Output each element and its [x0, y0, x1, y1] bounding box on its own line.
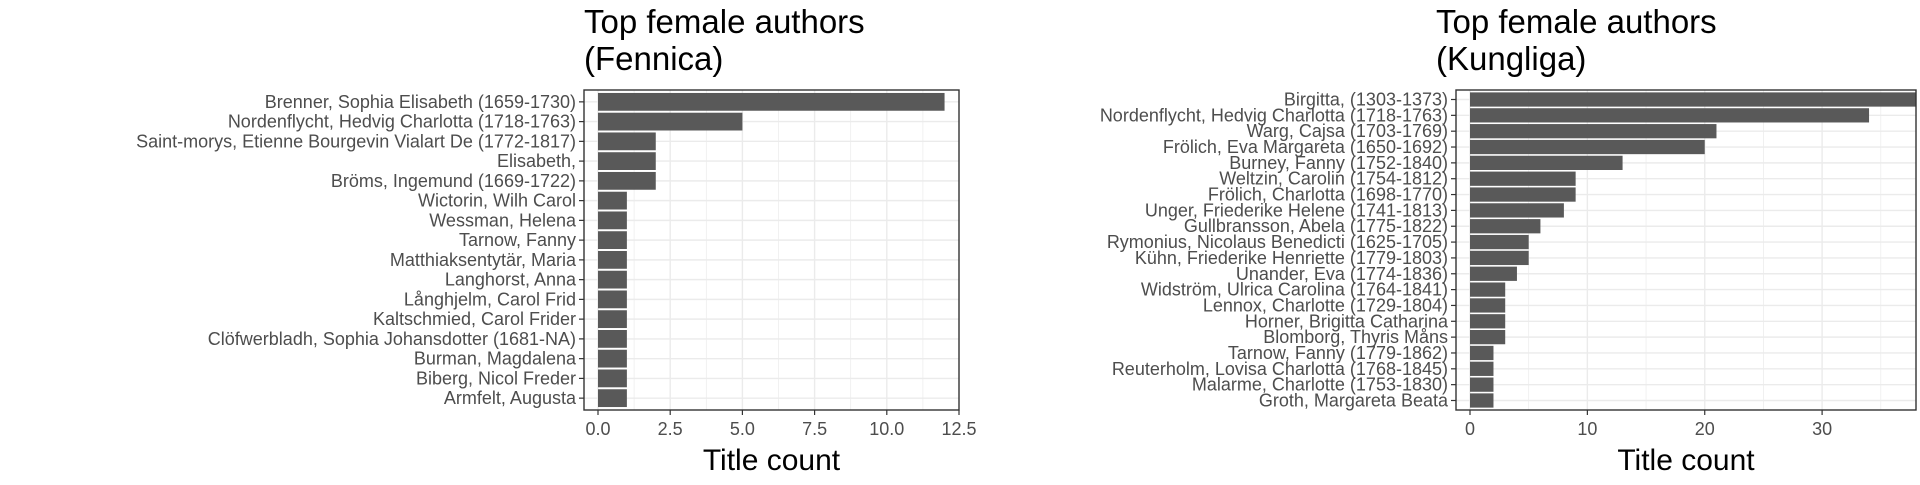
bar	[598, 132, 656, 151]
y-tick-label: Horner, Brigitta Catharina	[1245, 311, 1449, 331]
y-tick-label: Biberg, Nicol Freder	[416, 368, 576, 388]
panel-border	[583, 89, 960, 411]
bar	[598, 191, 627, 210]
bar	[1470, 282, 1506, 297]
y-tick-label: Langhorst, Anna	[445, 270, 577, 290]
bar	[1470, 92, 1916, 107]
bar	[598, 211, 627, 230]
y-tick-label: Gullbransson, Abela (1775-1822)	[1184, 216, 1448, 236]
y-tick-label: Malarme, Charlotte (1753-1830)	[1192, 375, 1448, 395]
bar	[598, 310, 627, 329]
y-tick-label: Burney, Fanny (1752-1840)	[1229, 153, 1448, 173]
bar	[1470, 203, 1564, 218]
bar	[1470, 108, 1870, 123]
y-tick-label: Elisabeth,	[497, 151, 576, 171]
x-tick-label: 30	[1812, 419, 1832, 439]
bar	[598, 250, 627, 269]
y-tick-label: Widström, Ulrica Carolina (1764-1841)	[1141, 280, 1448, 300]
y-tick-label: Unander, Eva (1774-1836)	[1236, 264, 1448, 284]
chart-title-line: (Fennica)	[584, 40, 723, 77]
bar	[598, 92, 945, 111]
bar	[1470, 171, 1576, 186]
y-tick-label: Blomborg, Thyris Måns	[1263, 327, 1448, 347]
bar	[598, 389, 627, 408]
y-tick-label: Rymonius, Nicolaus Benedicti (1625-1705)	[1107, 232, 1448, 252]
bar	[1470, 139, 1705, 155]
y-tick-label: Tarnow, Fanny	[459, 230, 576, 250]
y-tick-label: Clöfwerbladh, Sophia Johansdotter (1681-…	[208, 329, 576, 349]
bar	[1470, 298, 1506, 313]
bar	[1470, 187, 1576, 202]
y-tick-label: Weltzin, Carolin (1754-1812)	[1219, 169, 1448, 189]
y-tick-label: Reuterholm, Lovisa Charlotta (1768-1845)	[1112, 359, 1448, 379]
y-tick-label: Bröms, Ingemund (1669-1722)	[331, 171, 576, 191]
chart-title-line: Top female authors	[1436, 3, 1717, 40]
y-tick-label: Groth, Margareta Beata	[1259, 390, 1449, 410]
bar	[1470, 393, 1494, 408]
kungliga-chart: Top female authors(Kungliga) Birgitta, (1…	[1100, 3, 1917, 477]
bar	[598, 349, 627, 368]
x-tick-label: 10	[1577, 419, 1597, 439]
y-tick-label: Nordenflycht, Hedvig Charlotta (1718-176…	[1100, 105, 1448, 125]
y-tick-label: Birgitta, (1303-1373)	[1284, 90, 1448, 110]
x-tick-label: 2.5	[658, 419, 683, 439]
y-tick-label: Frölich, Charlotta (1698-1770)	[1208, 185, 1448, 205]
chart-title-line: Top female authors	[584, 3, 865, 40]
x-tick-label: 0.0	[585, 419, 610, 439]
x-tick-label: 7.5	[802, 419, 827, 439]
bar	[598, 112, 743, 131]
y-tick-label: Lennox, Charlotte (1729-1804)	[1203, 295, 1448, 315]
bar	[1470, 219, 1541, 234]
y-tick-label: Kühn, Friederike Henriette (1779-1803)	[1135, 248, 1448, 268]
y-tick-label: Saint-morys, Etienne Bourgevin Vialart D…	[136, 131, 576, 151]
bar	[1470, 361, 1494, 376]
x-tick-label: 12.5	[941, 419, 976, 439]
y-tick-label: Långhjelm, Carol Frid	[404, 289, 576, 309]
bar	[598, 330, 627, 348]
bar	[598, 231, 627, 250]
bar	[1470, 314, 1506, 329]
y-tick-label: Wictorin, Wilh Carol	[418, 191, 576, 211]
bar	[598, 369, 627, 388]
bar	[1470, 266, 1517, 281]
panel-border	[1455, 89, 1917, 411]
bar	[1470, 234, 1529, 250]
y-tick-label: Wessman, Helena	[429, 210, 577, 230]
chart-title-line: (Kungliga)	[1436, 40, 1586, 77]
fennica-chart: Top female authors(Fennica) Brenner, Soph…	[136, 3, 976, 477]
bar	[1470, 155, 1623, 170]
bar	[598, 171, 656, 190]
x-tick-label: 20	[1695, 419, 1715, 439]
x-axis-title: Title count	[1617, 444, 1755, 477]
y-tick-label: Warg, Cajsa (1703-1769)	[1247, 121, 1448, 141]
bar	[1470, 330, 1506, 345]
x-tick-label: 0	[1465, 419, 1475, 439]
y-tick-label: Tarnow, Fanny (1779-1862)	[1228, 343, 1448, 363]
x-tick-label: 5.0	[730, 419, 755, 439]
y-tick-label: Nordenflycht, Hedvig Charlotta (1718-176…	[228, 112, 576, 132]
bar	[1470, 250, 1529, 266]
y-tick-label: Burman, Magdalena	[414, 349, 577, 369]
bar	[598, 270, 627, 289]
bar	[598, 152, 656, 170]
y-tick-label: Matthiaksentytär, Maria	[390, 250, 577, 270]
y-tick-label: Brenner, Sophia Elisabeth (1659-1730)	[265, 92, 576, 112]
y-tick-label: Armfelt, Augusta	[444, 388, 577, 408]
y-tick-label: Frölich, Eva Margareta (1650-1692)	[1163, 137, 1448, 157]
y-tick-label: Kaltschmied, Carol Frider	[373, 309, 576, 329]
x-tick-label: 10.0	[869, 419, 904, 439]
x-axis-title: Title count	[703, 444, 841, 477]
bar	[1470, 124, 1717, 139]
y-tick-label: Unger, Friederike Helene (1741-1813)	[1145, 200, 1448, 220]
bar	[598, 290, 627, 309]
bar	[1470, 377, 1494, 392]
bar	[1470, 345, 1494, 361]
